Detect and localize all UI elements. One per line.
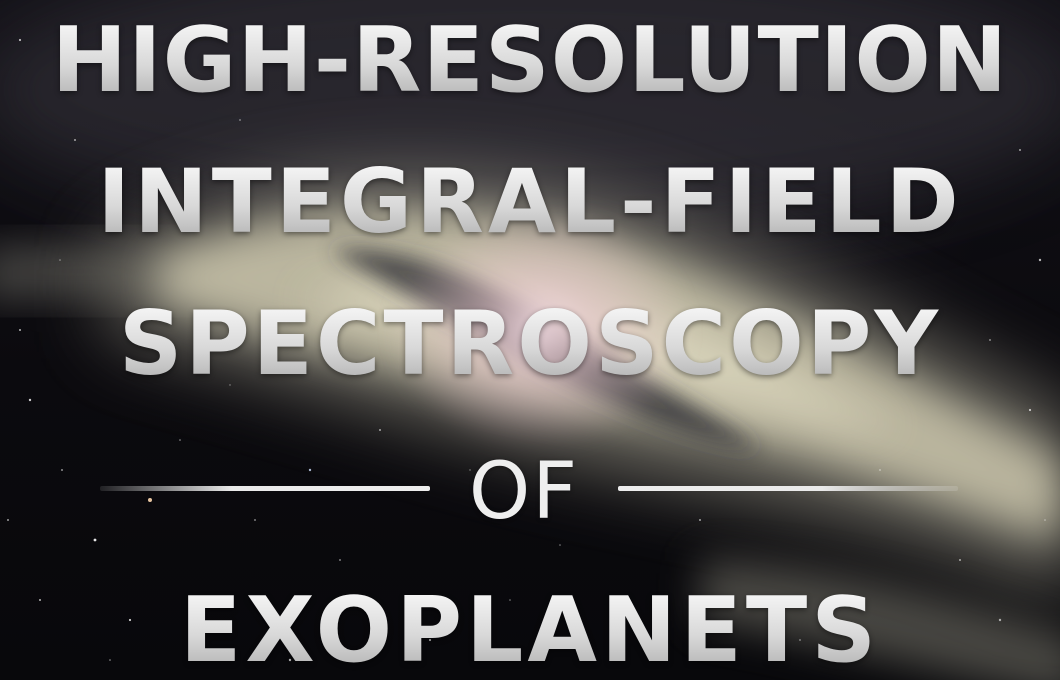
title-line-5: EXOPLANETS [0,578,1060,680]
title-line-1: HIGH-RESOLUTION [0,8,1060,113]
right-divider-rule [618,486,958,491]
connector-row: OF [0,448,1060,538]
title-line-2: INTEGRAL-FIELD [0,150,1060,253]
connector-word: OF [468,447,580,537]
title-line-3: SPECTROSCOPY [0,292,1060,395]
stars [7,38,1046,662]
left-divider-rule [100,486,430,491]
